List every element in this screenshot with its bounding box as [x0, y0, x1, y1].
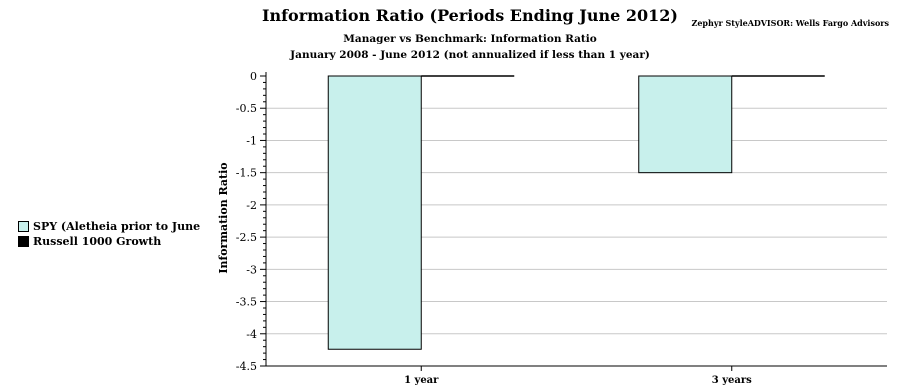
y-tick-label: 0 [250, 70, 257, 83]
source-label: Zephyr StyleADVISOR: Wells Fargo Advisor… [691, 18, 889, 28]
y-tick-label: -4 [246, 328, 257, 341]
legend-label-spy: SPY (Aletheia prior to June 2011) [33, 220, 200, 233]
chart-period-subtitle: January 2008 - June 2012 (not annualized… [290, 49, 650, 61]
y-tick-label: -1 [246, 134, 257, 147]
chart-subtitle: Manager vs Benchmark: Information Ratio [343, 33, 597, 45]
legend-item-russell: Russell 1000 Growth [18, 234, 200, 249]
y-axis-label: Information Ratio [217, 162, 230, 273]
bar-spy-1 [638, 75, 733, 174]
legend-label-russell: Russell 1000 Growth [33, 235, 162, 248]
y-tick-label: -2.5 [236, 231, 257, 244]
legend-item-spy: SPY (Aletheia prior to June 2011) [18, 219, 200, 234]
legend: SPY (Aletheia prior to June 2011) Russel… [18, 219, 200, 249]
x-tick-label: 3 years [712, 375, 752, 386]
y-tick-label: -1.5 [236, 167, 257, 180]
y-tick-label: -0.5 [236, 102, 257, 115]
bar-spy-0 [327, 75, 422, 350]
y-tick-label: -3 [246, 263, 257, 276]
y-tick-label: -2 [246, 199, 257, 212]
y-tick-label: -3.5 [236, 296, 257, 309]
y-tick-label: -4.5 [236, 360, 257, 373]
chart-title: Information Ratio (Periods Ending June 2… [262, 6, 678, 25]
x-tick-label: 1 year [404, 375, 439, 386]
legend-swatch-russell [18, 236, 29, 247]
legend-swatch-spy [18, 221, 29, 232]
